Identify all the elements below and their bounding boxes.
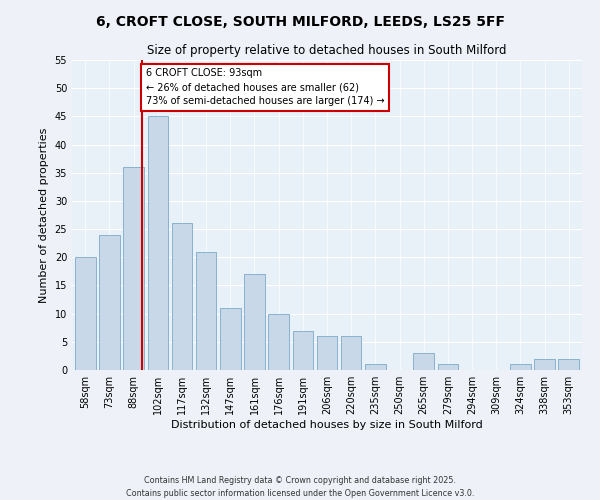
Bar <box>172 224 192 370</box>
Bar <box>99 234 120 370</box>
Bar <box>437 364 458 370</box>
Bar <box>148 116 168 370</box>
Bar <box>317 336 337 370</box>
Bar <box>559 358 579 370</box>
Bar <box>220 308 241 370</box>
Bar <box>293 330 313 370</box>
Text: Contains HM Land Registry data © Crown copyright and database right 2025.
Contai: Contains HM Land Registry data © Crown c… <box>126 476 474 498</box>
Bar <box>510 364 530 370</box>
Bar <box>75 258 95 370</box>
Bar <box>244 274 265 370</box>
Bar <box>268 314 289 370</box>
Title: Size of property relative to detached houses in South Milford: Size of property relative to detached ho… <box>147 44 507 58</box>
Bar <box>534 358 555 370</box>
Text: 6 CROFT CLOSE: 93sqm
← 26% of detached houses are smaller (62)
73% of semi-detac: 6 CROFT CLOSE: 93sqm ← 26% of detached h… <box>146 68 385 106</box>
Bar <box>124 167 144 370</box>
Y-axis label: Number of detached properties: Number of detached properties <box>39 128 49 302</box>
Bar <box>413 353 434 370</box>
Bar <box>196 252 217 370</box>
Text: 6, CROFT CLOSE, SOUTH MILFORD, LEEDS, LS25 5FF: 6, CROFT CLOSE, SOUTH MILFORD, LEEDS, LS… <box>95 15 505 29</box>
Bar <box>365 364 386 370</box>
X-axis label: Distribution of detached houses by size in South Milford: Distribution of detached houses by size … <box>171 420 483 430</box>
Bar <box>341 336 361 370</box>
